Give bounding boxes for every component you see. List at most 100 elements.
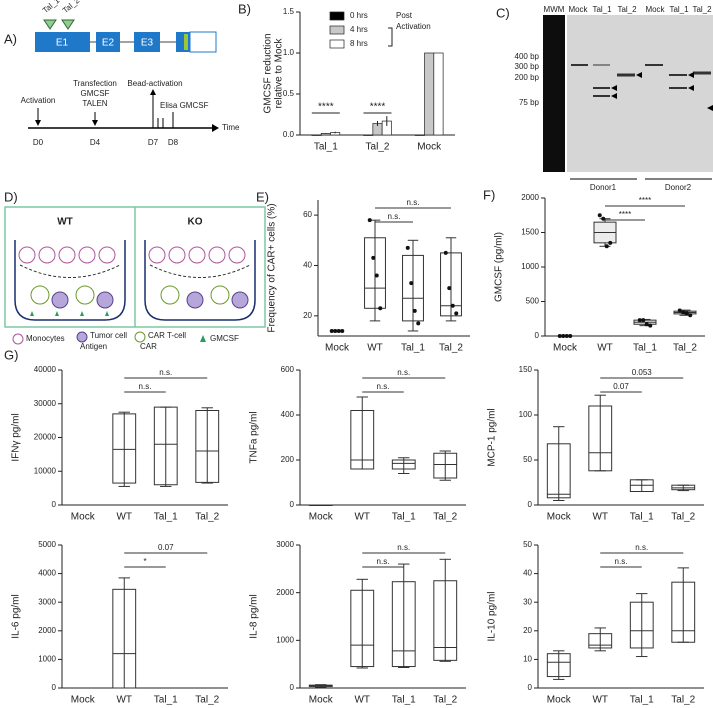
x-tick-label: Tal_1 xyxy=(633,343,657,354)
y-tick-label: 10000 xyxy=(34,466,57,475)
marker-lane xyxy=(543,15,565,172)
x-tick-label: Tal_2 xyxy=(366,142,390,153)
panel-c: C) MWM Mock Tal_1 Tal_2 Mock Tal_1 Tal_2… xyxy=(496,5,713,192)
x-tick-label: Mock xyxy=(309,512,334,523)
x-tick-label: Tal_1 xyxy=(314,142,338,153)
box xyxy=(195,410,220,483)
lane-label: Tal_2 xyxy=(617,5,637,14)
event: Elisa GMCSF xyxy=(160,101,209,110)
axis-label: Time xyxy=(222,123,240,132)
y-tick-label: 2000 xyxy=(521,193,539,202)
y-axis-label: Frequency of CAR+ cells (%) xyxy=(267,203,278,332)
legend-swatch xyxy=(329,11,345,21)
data-point xyxy=(412,308,417,313)
size-marker: 75 bp xyxy=(519,98,540,107)
box xyxy=(391,581,416,668)
lane-label: MWM xyxy=(544,5,565,14)
box xyxy=(153,406,178,486)
event: GMCSF xyxy=(81,89,110,98)
y-tick-label: 40 xyxy=(523,569,532,578)
box xyxy=(588,405,613,472)
comparison-label: n.s. xyxy=(407,198,420,207)
data-point xyxy=(405,245,410,250)
data-point xyxy=(447,286,452,291)
x-tick-label: WT xyxy=(367,343,383,354)
y-tick-label: 30000 xyxy=(34,399,57,408)
exon-label: E2 xyxy=(102,38,115,49)
y-tick-label: 30 xyxy=(523,597,532,606)
y-tick-label: 0 xyxy=(290,500,295,509)
monocytes xyxy=(18,246,246,264)
y-tick-label: 0.0 xyxy=(283,130,295,139)
talen-label: Tal_1 xyxy=(41,0,62,15)
talen-site xyxy=(61,19,75,30)
exon xyxy=(134,32,160,52)
gmcsf xyxy=(30,311,109,316)
data-point xyxy=(681,310,686,315)
y-axis-label: IL-10 pg/ml xyxy=(487,591,498,641)
comparison-label: n.s. xyxy=(397,543,410,552)
legend-swatch xyxy=(329,25,345,35)
panel-label: F) xyxy=(483,187,495,202)
x-tick-label: Mock xyxy=(553,343,578,354)
x-tick-label: Tal_2 xyxy=(673,343,697,354)
y-tick-label: 400 xyxy=(281,410,295,419)
exon xyxy=(96,32,120,52)
donor-label: Donor2 xyxy=(665,183,692,192)
x-tick-label: Mock xyxy=(71,695,96,706)
y-tick-label: 20 xyxy=(303,311,312,320)
legend-symbol xyxy=(200,335,206,342)
event: TALEN xyxy=(82,99,107,108)
layer xyxy=(19,264,121,278)
layer xyxy=(149,264,251,278)
panel-label: C) xyxy=(496,5,510,20)
comparison-label: * xyxy=(143,557,146,566)
x-tick-label: Mock xyxy=(417,142,442,153)
y-tick-label: 2000 xyxy=(38,626,56,635)
x-tick-label: Mock xyxy=(309,695,334,706)
exon xyxy=(35,32,90,52)
x-tick-label: WT xyxy=(597,343,613,354)
data-point xyxy=(688,313,693,318)
box xyxy=(112,413,137,484)
legend-label: Monocytes xyxy=(26,334,65,343)
comparison-label: n.s. xyxy=(377,382,390,391)
data-point xyxy=(329,328,334,333)
x-tick-label: Mock xyxy=(547,695,572,706)
box xyxy=(391,459,416,470)
y-tick-label: 4000 xyxy=(38,569,56,578)
panel-label: E) xyxy=(256,189,269,204)
y-tick-label: 40000 xyxy=(34,365,57,374)
exon-marker xyxy=(184,34,188,50)
comparison-label: n.s. xyxy=(615,557,628,566)
data-point xyxy=(648,323,653,328)
lane-label: Tal_1 xyxy=(592,5,612,14)
data-point xyxy=(336,328,341,333)
comparison-label: **** xyxy=(639,196,651,205)
y-tick-label: 1000 xyxy=(521,262,539,271)
y-axis-label: relative to Mock xyxy=(274,37,285,108)
data-point xyxy=(677,308,682,313)
box xyxy=(364,237,386,309)
x-tick-label: Tal_1 xyxy=(392,512,416,523)
lane-label: Tal_2 xyxy=(692,5,712,14)
box xyxy=(671,581,696,643)
y-tick-label: 1000 xyxy=(276,635,294,644)
y-axis-label: TNFa pg/ml xyxy=(249,411,260,463)
y-tick-label: 500 xyxy=(526,297,540,306)
y-tick-label: 20000 xyxy=(34,433,57,442)
y-tick-label: 150 xyxy=(519,365,533,374)
y-tick-label: 100 xyxy=(519,410,533,419)
size-marker: 200 bp xyxy=(515,73,540,82)
data-point xyxy=(450,303,455,308)
y-tick-label: 5000 xyxy=(38,540,56,549)
condition: WT xyxy=(57,217,73,228)
box xyxy=(433,452,458,479)
y-tick-label: 10 xyxy=(523,655,532,664)
arrowhead xyxy=(150,89,156,95)
x-tick-label: Mock xyxy=(71,512,96,523)
data-point xyxy=(641,318,646,323)
y-tick-label: 0 xyxy=(535,331,540,340)
data-point xyxy=(637,318,642,323)
